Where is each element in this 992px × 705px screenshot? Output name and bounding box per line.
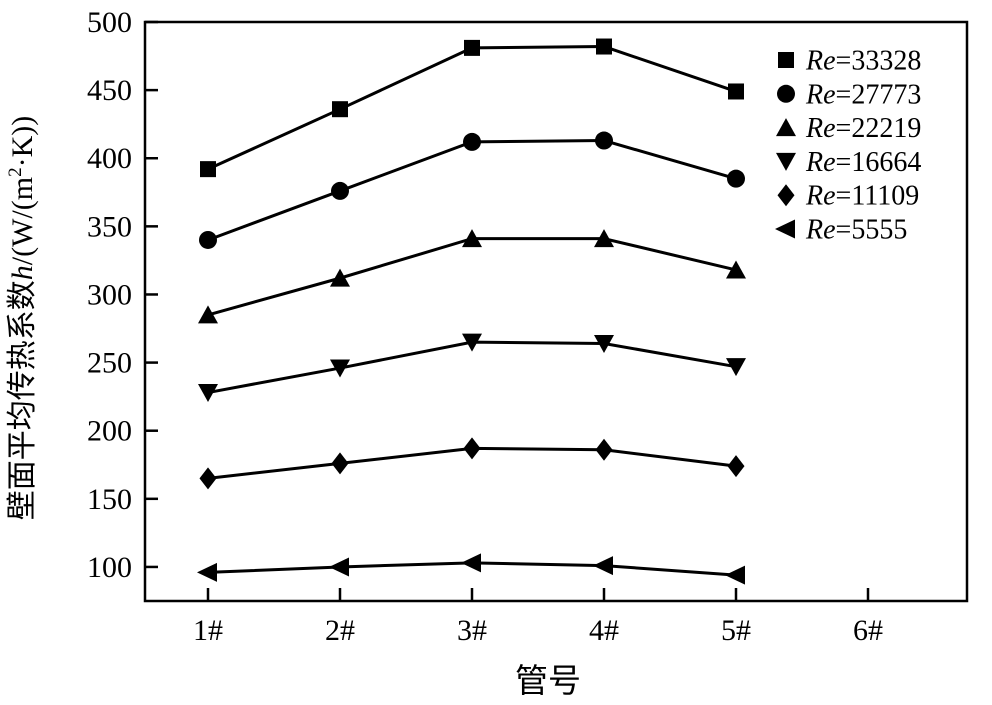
data-point-circle-marker: [199, 230, 217, 249]
x-tick-label: 4#: [589, 614, 619, 647]
data-point-triangle-up-marker: [726, 260, 746, 279]
data-point-square-marker: [728, 83, 744, 100]
plot-frame: [143, 20, 969, 603]
legend-label: Re=22219: [805, 113, 921, 144]
data-point-diamond-marker: [595, 438, 613, 461]
legend-marker-triangle-up-icon: [776, 118, 796, 137]
data-point-triangle-up-marker: [594, 229, 614, 248]
y-tick-label: 350: [87, 210, 132, 243]
data-point-square-marker: [464, 39, 480, 56]
data-point-triangle-left-marker: [329, 557, 349, 577]
data-point-diamond-marker: [331, 452, 349, 475]
data-point-triangle-down-marker: [594, 335, 614, 354]
x-tick-label: 6#: [853, 614, 883, 647]
y-axis-title: 壁面平均传热系数h/(W/(m2·K)): [5, 116, 39, 520]
legend-marker-circle-icon: [777, 84, 795, 103]
series-line: [207, 139, 737, 242]
legend-label: Re=33328: [805, 46, 921, 77]
data-point-triangle-up-marker: [462, 229, 482, 248]
series-diamond: [199, 437, 745, 490]
data-point-circle-marker: [727, 169, 745, 188]
data-point-triangle-up-marker: [198, 305, 218, 324]
legend-label: Re=11109: [805, 181, 919, 212]
x-tick-label: 2#: [325, 614, 355, 647]
series-triangle-down: [198, 333, 746, 403]
data-point-triangle-down-marker: [462, 333, 482, 352]
x-tick-label: 1#: [193, 614, 223, 647]
series-square: [200, 38, 744, 178]
data-point-triangle-left-marker: [197, 562, 217, 582]
x-tick-label: 3#: [457, 614, 487, 647]
x-tick-label: 5#: [721, 614, 751, 647]
y-tick-label: 200: [87, 415, 132, 448]
y-tick-label: 500: [87, 6, 132, 39]
y-tick-label: 300: [87, 278, 132, 311]
data-point-triangle-left-marker: [461, 553, 481, 573]
legend: Re=33328Re=27773Re=22219Re=16664Re=11109…: [775, 46, 921, 246]
y-axis: 100 150 200 250 300 350 400 450 500: [87, 6, 158, 584]
data-point-triangle-down-marker: [330, 359, 350, 378]
legend-marker-triangle-down-icon: [776, 152, 796, 171]
data-point-diamond-marker: [727, 455, 745, 478]
series-triangle-up: [198, 229, 746, 324]
legend-marker-triangle-left-icon: [775, 219, 795, 239]
x-axis: 1# 2# 3# 4# 5# 6#: [193, 588, 883, 647]
legend-label: Re=16664: [805, 147, 921, 178]
data-point-triangle-up-marker: [330, 268, 350, 287]
data-point-square-marker: [596, 38, 612, 55]
data-point-triangle-left-marker: [593, 556, 613, 576]
y-tick-label: 400: [87, 142, 132, 175]
data-point-circle-marker: [595, 131, 613, 150]
legend-marker-diamond-icon: [777, 184, 795, 207]
data-point-circle-marker: [463, 132, 481, 151]
x-axis-title: 管号: [515, 663, 581, 700]
data-point-triangle-left-marker: [725, 565, 745, 585]
legend-marker-square-icon: [778, 52, 794, 68]
y-tick-label: 150: [87, 483, 132, 516]
legend-label: Re=5555: [805, 215, 907, 246]
data-point-square-marker: [332, 101, 348, 118]
series-circle: [199, 131, 745, 249]
y-tick-label: 250: [87, 347, 132, 380]
data-point-triangle-down-marker: [198, 384, 218, 403]
data-point-diamond-marker: [463, 437, 481, 460]
data-point-circle-marker: [331, 181, 349, 200]
data-point-triangle-down-marker: [726, 358, 746, 377]
series-triangle-left: [197, 553, 745, 585]
series-line: [207, 237, 737, 317]
legend-label: Re=27773: [805, 79, 921, 110]
y-tick-label: 100: [87, 551, 132, 584]
y-tick-label: 450: [87, 74, 132, 107]
data-point-diamond-marker: [199, 467, 217, 490]
data-point-square-marker: [200, 161, 216, 178]
